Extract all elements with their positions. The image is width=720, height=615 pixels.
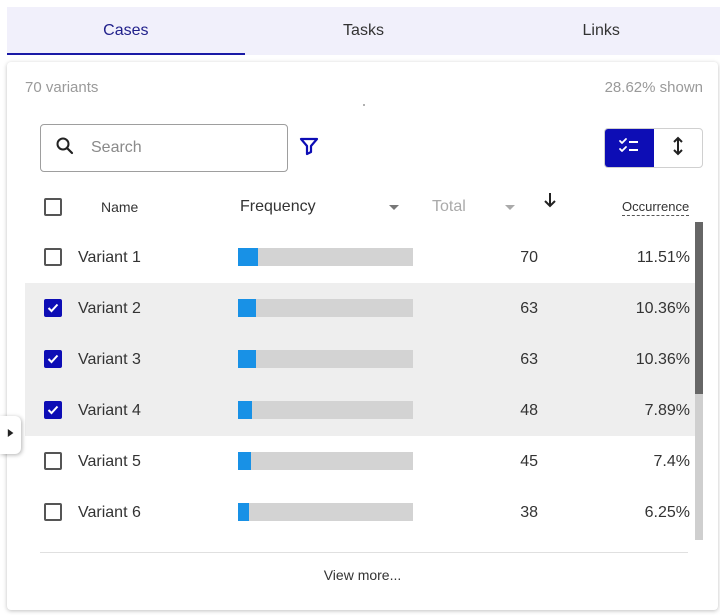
search-icon	[55, 136, 75, 161]
checklist-icon	[617, 134, 641, 163]
row-checkbox[interactable]	[44, 452, 62, 470]
scrollbar[interactable]	[695, 222, 703, 540]
tab-links[interactable]: Links	[482, 7, 720, 55]
table-header: Name Frequency Total Occurrence	[25, 187, 705, 227]
variant-occurrence: 6.25%	[644, 503, 690, 521]
variant-occurrence: 10.36%	[635, 350, 690, 368]
variant-total: 38	[520, 503, 538, 521]
frequency-bar	[238, 503, 413, 521]
variant-name: Variant 6	[78, 503, 141, 521]
sort-descending-button[interactable]	[540, 181, 560, 221]
row-checkbox-cell	[44, 248, 62, 271]
filter-icon[interactable]	[298, 135, 320, 157]
caret-down-icon	[505, 204, 515, 210]
variant-total: 48	[520, 401, 538, 419]
table-row[interactable]: Variant 5 45 7.4%	[25, 436, 695, 487]
frequency-dropdown[interactable]	[389, 187, 399, 227]
variant-total: 63	[520, 350, 538, 368]
caret-down-icon	[389, 204, 399, 210]
expand-view-button[interactable]	[654, 129, 703, 167]
column-label: Name	[101, 199, 139, 215]
frequency-bar	[238, 248, 413, 266]
frequency-bar-fill	[238, 503, 249, 521]
table-row[interactable]: Variant 1 70 11.51%	[25, 232, 695, 283]
variant-occurrence: 11.51%	[636, 248, 690, 266]
frequency-bar-fill	[238, 350, 257, 368]
frequency-bar	[238, 350, 413, 368]
expand-sidebar-button[interactable]	[0, 416, 21, 454]
row-checkbox-cell	[44, 350, 62, 371]
row-checkbox[interactable]	[44, 401, 62, 419]
variant-total: 70	[520, 248, 538, 266]
decorative-dot	[363, 104, 365, 106]
row-checkbox-cell	[44, 503, 62, 526]
table-row[interactable]: Variant 6 38 6.25%	[25, 487, 695, 538]
frequency-bar-fill	[238, 401, 252, 419]
variant-occurrence: 7.89%	[644, 401, 690, 419]
caret-right-icon	[7, 426, 15, 444]
total-column-header[interactable]: Total	[432, 187, 466, 227]
variant-occurrence: 7.4%	[653, 452, 690, 470]
select-all-cell	[44, 187, 62, 227]
column-label: Frequency	[240, 198, 316, 215]
tab-tasks[interactable]: Tasks	[245, 7, 483, 55]
checkmark-icon	[47, 303, 59, 313]
vertical-arrows-icon	[666, 134, 690, 163]
view-toggle	[604, 128, 703, 168]
variant-name: Variant 5	[78, 452, 141, 470]
row-checkbox[interactable]	[44, 503, 62, 521]
frequency-bar-fill	[238, 248, 259, 266]
row-checkbox[interactable]	[44, 350, 62, 368]
row-checkbox[interactable]	[44, 299, 62, 317]
row-checkbox-cell	[44, 452, 62, 475]
tab-label: Tasks	[343, 22, 384, 39]
frequency-bar-fill	[238, 299, 257, 317]
frequency-bar	[238, 452, 413, 470]
table-row[interactable]: Variant 3 63 10.36%	[25, 334, 695, 385]
frequency-bar-fill	[238, 452, 251, 470]
arrow-down-icon	[540, 190, 560, 213]
variants-count: 70 variants	[25, 79, 99, 96]
variant-name: Variant 1	[78, 248, 141, 266]
table-row[interactable]: Variant 2 63 10.36%	[25, 283, 695, 334]
search-box[interactable]	[40, 124, 288, 172]
variant-name: Variant 2	[78, 299, 141, 317]
tab-label: Links	[582, 22, 620, 39]
shown-percentage: 28.62% shown	[604, 79, 703, 96]
row-checkbox-cell	[44, 401, 62, 422]
tab-label: Cases	[103, 22, 149, 39]
variant-occurrence: 10.36%	[635, 299, 690, 317]
total-dropdown[interactable]	[505, 187, 515, 227]
tab-bar: Cases Tasks Links	[7, 7, 720, 55]
column-label: Total	[432, 198, 466, 215]
frequency-column-header[interactable]: Frequency	[240, 187, 316, 227]
occurrence-column-header[interactable]: Occurrence	[622, 187, 690, 227]
variants-panel: 70 variants 28.62% shown	[7, 62, 718, 610]
frequency-bar	[238, 299, 413, 317]
variant-name: Variant 3	[78, 350, 141, 368]
row-checkbox-cell	[44, 299, 62, 320]
name-column-header[interactable]: Name	[101, 187, 138, 227]
scrollbar-thumb[interactable]	[695, 222, 703, 394]
column-label: Occurrence	[622, 198, 690, 216]
view-more-link[interactable]: View more...	[323, 567, 402, 583]
variant-name: Variant 4	[78, 401, 141, 419]
frequency-bar	[238, 401, 413, 419]
divider	[40, 552, 688, 553]
table-row[interactable]: Variant 4 48 7.89%	[25, 385, 695, 436]
search-input[interactable]	[91, 139, 271, 157]
select-all-checkbox[interactable]	[44, 198, 62, 216]
tab-cases[interactable]: Cases	[7, 7, 245, 55]
variant-total: 63	[520, 299, 538, 317]
checkmark-icon	[47, 354, 59, 364]
row-checkbox[interactable]	[44, 248, 62, 266]
checklist-view-button[interactable]	[605, 129, 654, 167]
variant-total: 45	[520, 452, 538, 470]
checkmark-icon	[47, 405, 59, 415]
